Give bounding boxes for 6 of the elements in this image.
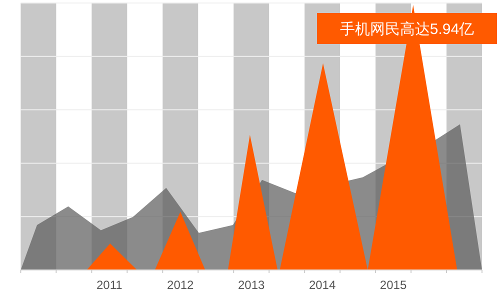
x-tick-label: 2015 [380,278,407,292]
x-tick-label: 2011 [96,278,123,292]
x-tick-label: 2013 [238,278,266,292]
annotation: 手机网民高达5.94亿 [340,21,474,38]
x-tick-label: 2012 [167,278,194,292]
x-tick-label: 2014 [308,278,336,292]
